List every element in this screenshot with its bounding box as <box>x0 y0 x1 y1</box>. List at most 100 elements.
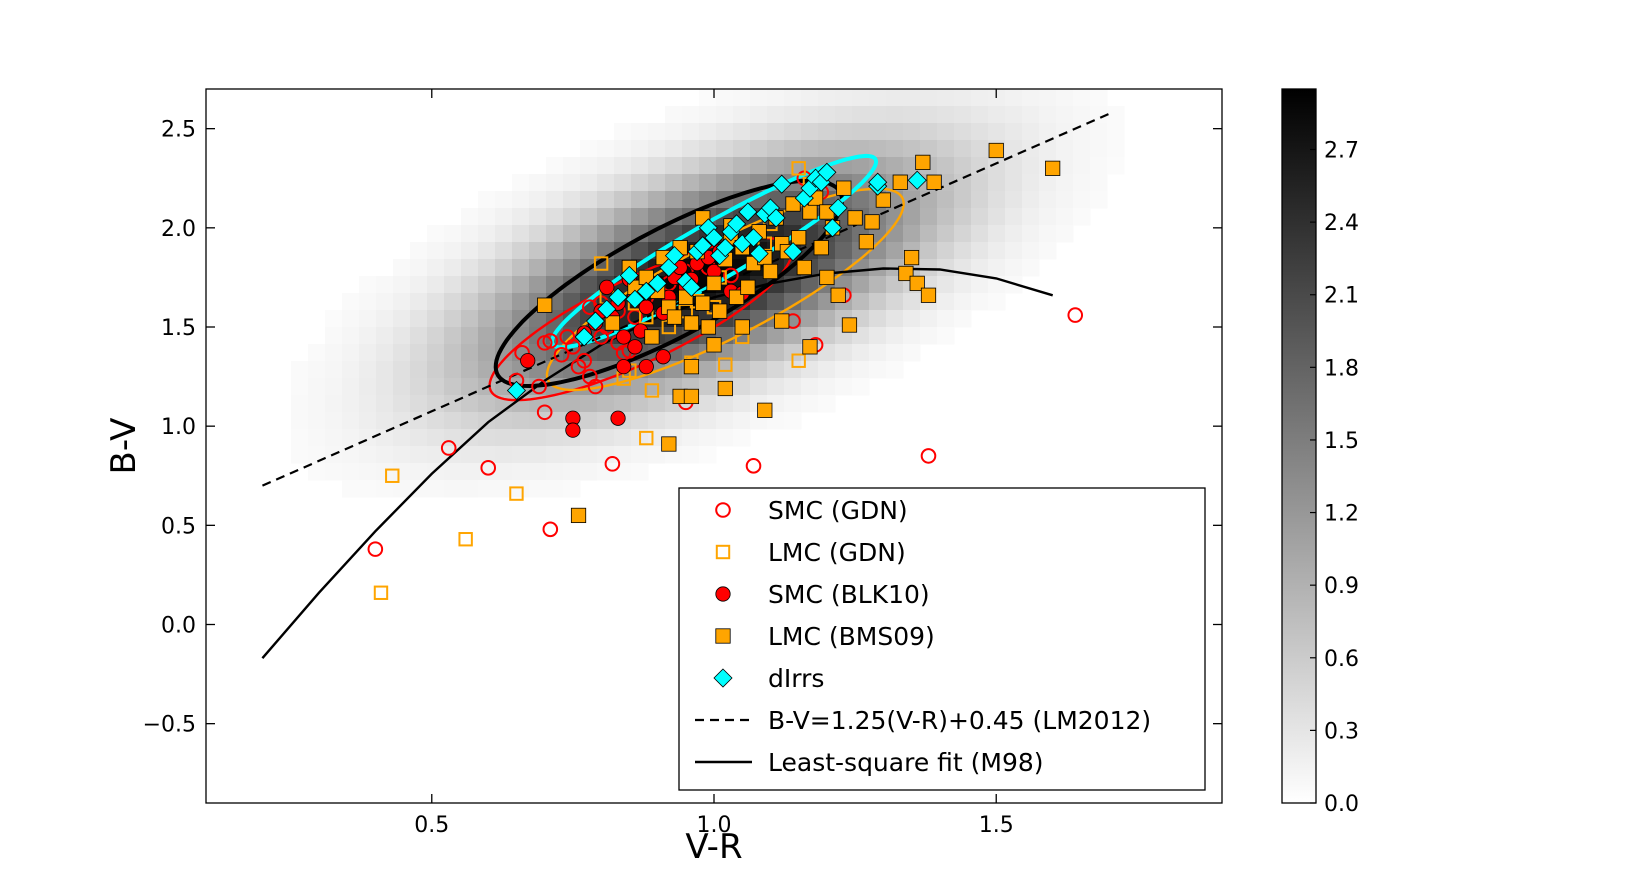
density-cell <box>699 123 717 141</box>
density-cell <box>359 378 377 396</box>
density-cell <box>376 446 394 464</box>
density-cell <box>393 395 411 413</box>
density-cell <box>733 361 751 379</box>
density-cell <box>920 89 938 107</box>
density-cell <box>563 208 581 226</box>
density-cell <box>852 361 870 379</box>
density-cell <box>614 446 632 464</box>
legend-box <box>678 487 1206 791</box>
density-cell <box>903 344 921 362</box>
density-cell <box>716 361 734 379</box>
lmc-bms09-point <box>802 339 818 355</box>
lmc-bms09-point <box>734 319 750 335</box>
density-cell <box>393 429 411 447</box>
smc-gdn-point <box>536 404 553 421</box>
density-cell <box>1039 208 1057 226</box>
density-cell <box>1090 157 1108 175</box>
density-cell <box>1056 174 1074 192</box>
density-cell <box>325 327 343 345</box>
lmc-bms09-point <box>858 234 875 250</box>
smc-blk10-point <box>520 353 536 369</box>
density-cell <box>410 327 428 345</box>
density-cell <box>359 310 377 328</box>
density-cell <box>750 293 768 311</box>
lmc-bms09-point <box>909 275 925 291</box>
density-cell <box>495 208 513 226</box>
density-cell <box>512 174 530 192</box>
density-cell <box>750 361 768 379</box>
density-cell <box>1073 106 1091 124</box>
x-tick-label: 1.0 <box>697 813 732 838</box>
density-cell <box>461 361 479 379</box>
density-cell <box>410 446 428 464</box>
density-cell <box>478 191 496 209</box>
density-cell <box>631 174 649 192</box>
density-cell <box>1005 208 1023 226</box>
legend-marker-lmc-bms09 <box>715 628 731 644</box>
density-cell <box>376 276 394 294</box>
density-cell <box>393 446 411 464</box>
density-cell <box>1073 89 1091 107</box>
density-cell <box>495 276 513 294</box>
density-cell <box>920 208 938 226</box>
density-cell <box>325 361 343 379</box>
density-cell <box>920 242 938 260</box>
density-cell <box>665 412 683 430</box>
density-cell <box>1039 225 1057 243</box>
density-cell <box>444 361 462 379</box>
density-cell <box>784 344 802 362</box>
density-cell <box>359 480 377 498</box>
density-cell <box>716 174 734 192</box>
density-cell <box>359 412 377 430</box>
density-cell <box>852 259 870 277</box>
density-cell <box>359 463 377 481</box>
density-cell <box>427 412 445 430</box>
density-cell <box>444 310 462 328</box>
lmc-bms09-point <box>864 214 880 230</box>
density-cell <box>410 378 428 396</box>
density-cell <box>342 395 360 413</box>
density-cell <box>937 89 955 107</box>
density-cell <box>886 310 904 328</box>
density-cell <box>971 157 989 175</box>
colorbar-tick-label: 0.9 <box>1324 574 1359 599</box>
density-cell <box>954 174 972 192</box>
density-cell <box>342 361 360 379</box>
colorbar-gradient <box>1281 88 1317 804</box>
density-cell <box>512 259 530 277</box>
density-cell <box>495 293 513 311</box>
density-cell <box>563 463 581 481</box>
density-cell <box>750 123 768 141</box>
dirrs-point <box>585 311 606 331</box>
density-cell <box>835 378 853 396</box>
density-cell <box>971 140 989 158</box>
density-cell <box>1039 89 1057 107</box>
lmc-bms09-point <box>570 507 587 524</box>
density-cell <box>869 89 887 107</box>
dirrs-point <box>608 287 628 307</box>
density-cell <box>563 225 581 243</box>
density-cell <box>342 293 360 311</box>
density-cell <box>699 361 717 379</box>
colorbar-tick-label: 2.7 <box>1324 139 1359 164</box>
density-cell <box>767 378 785 396</box>
density-cell <box>988 123 1006 141</box>
lmc-bms09-point <box>892 174 908 190</box>
density-cell <box>546 174 564 192</box>
density-cell <box>529 429 547 447</box>
density-cell <box>529 412 547 430</box>
density-cell <box>1073 191 1091 209</box>
density-cell <box>988 225 1006 243</box>
density-cell <box>410 361 428 379</box>
smc-blk10-point <box>610 410 626 426</box>
lmc-gdn-point <box>791 161 806 176</box>
density-cell <box>631 242 649 260</box>
density-cell <box>461 259 479 277</box>
lmc-bms09-point <box>898 265 914 282</box>
density-cell <box>325 463 343 481</box>
density-cell <box>614 429 632 447</box>
density-cell <box>461 225 479 243</box>
density-cell <box>937 106 955 124</box>
density-cell <box>1090 191 1108 209</box>
density-cell <box>427 276 445 294</box>
